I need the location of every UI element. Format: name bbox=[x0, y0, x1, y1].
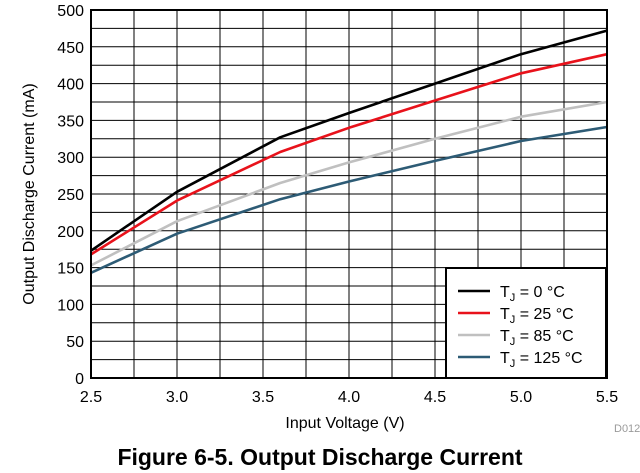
series-line-2 bbox=[90, 100, 608, 267]
legend-entry: TJ = 85 °C bbox=[500, 328, 574, 348]
x-tick-labels: 2.5 3.0 3.5 4.0 4.5 5.0 5.5 bbox=[80, 389, 618, 406]
series-line-3 bbox=[90, 125, 608, 274]
y-tick-label: 150 bbox=[57, 261, 84, 278]
x-axis-label: Input Voltage (V) bbox=[285, 415, 404, 432]
series-line-0 bbox=[90, 29, 608, 252]
legend-entry: TJ = 25 °C bbox=[500, 306, 574, 326]
y-tick-label: 200 bbox=[57, 224, 84, 241]
legend-entry: TJ = 0 °C bbox=[500, 284, 565, 304]
y-tick-label: 250 bbox=[57, 187, 84, 204]
y-tick-label: 400 bbox=[57, 77, 84, 94]
y-tick-label: 0 bbox=[75, 371, 84, 388]
y-tick-label: 300 bbox=[57, 150, 84, 167]
legend: TJ = 0 °CTJ = 25 °CTJ = 85 °CTJ = 125 °C bbox=[445, 267, 607, 379]
x-tick-label: 3.5 bbox=[252, 389, 274, 406]
x-tick-label: 5.5 bbox=[596, 389, 618, 406]
y-tick-label: 50 bbox=[66, 334, 84, 351]
x-tick-label: 3.0 bbox=[166, 389, 188, 406]
series-line-1 bbox=[90, 52, 608, 256]
x-tick-label: 2.5 bbox=[80, 389, 102, 406]
series-lines bbox=[90, 29, 608, 274]
x-tick-label: 4.0 bbox=[338, 389, 360, 406]
x-tick-label: 5.0 bbox=[510, 389, 532, 406]
y-tick-label: 450 bbox=[57, 40, 84, 57]
y-tick-label: 350 bbox=[57, 113, 84, 130]
y-tick-label: 100 bbox=[57, 297, 84, 314]
x-tick-label: 4.5 bbox=[424, 389, 446, 406]
legend-entry: TJ = 125 °C bbox=[500, 350, 583, 370]
legend-box bbox=[445, 267, 607, 379]
y-axis-label: Output Discharge Current (mA) bbox=[21, 83, 38, 304]
plot-frame bbox=[90, 9, 608, 379]
figure-id: D012 bbox=[614, 423, 640, 435]
y-tick-labels: 0 50 100 150 200 250 300 350 400 450 500 bbox=[57, 3, 84, 388]
figure-caption: Figure 6-5. Output Discharge Current bbox=[117, 444, 522, 470]
y-tick-label: 500 bbox=[57, 3, 84, 20]
